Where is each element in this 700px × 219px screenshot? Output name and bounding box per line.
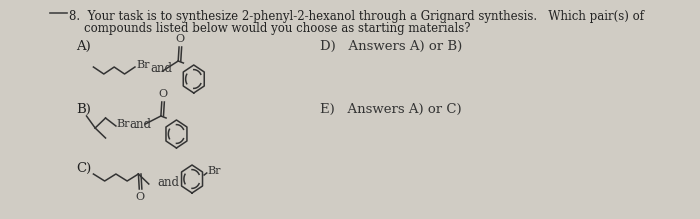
Text: O: O bbox=[158, 89, 167, 99]
Text: and: and bbox=[130, 118, 152, 131]
Text: compounds listed below would you choose as starting materials?: compounds listed below would you choose … bbox=[69, 22, 470, 35]
Text: D)   Answers A) or B): D) Answers A) or B) bbox=[320, 40, 462, 53]
Text: Br: Br bbox=[208, 166, 221, 176]
Text: A): A) bbox=[76, 40, 91, 53]
Text: and: and bbox=[150, 62, 172, 76]
Text: E)   Answers A) or C): E) Answers A) or C) bbox=[320, 103, 462, 116]
Text: Br: Br bbox=[117, 119, 130, 129]
Text: O: O bbox=[176, 34, 185, 44]
Text: 8.  Your task is to synthesize 2-phenyl-2-hexanol through a Grignard synthesis. : 8. Your task is to synthesize 2-phenyl-2… bbox=[69, 10, 644, 23]
Text: C): C) bbox=[76, 162, 92, 175]
Text: and: and bbox=[158, 175, 179, 189]
Text: B): B) bbox=[76, 103, 91, 116]
Text: Br: Br bbox=[136, 60, 150, 70]
Text: O: O bbox=[136, 192, 145, 202]
